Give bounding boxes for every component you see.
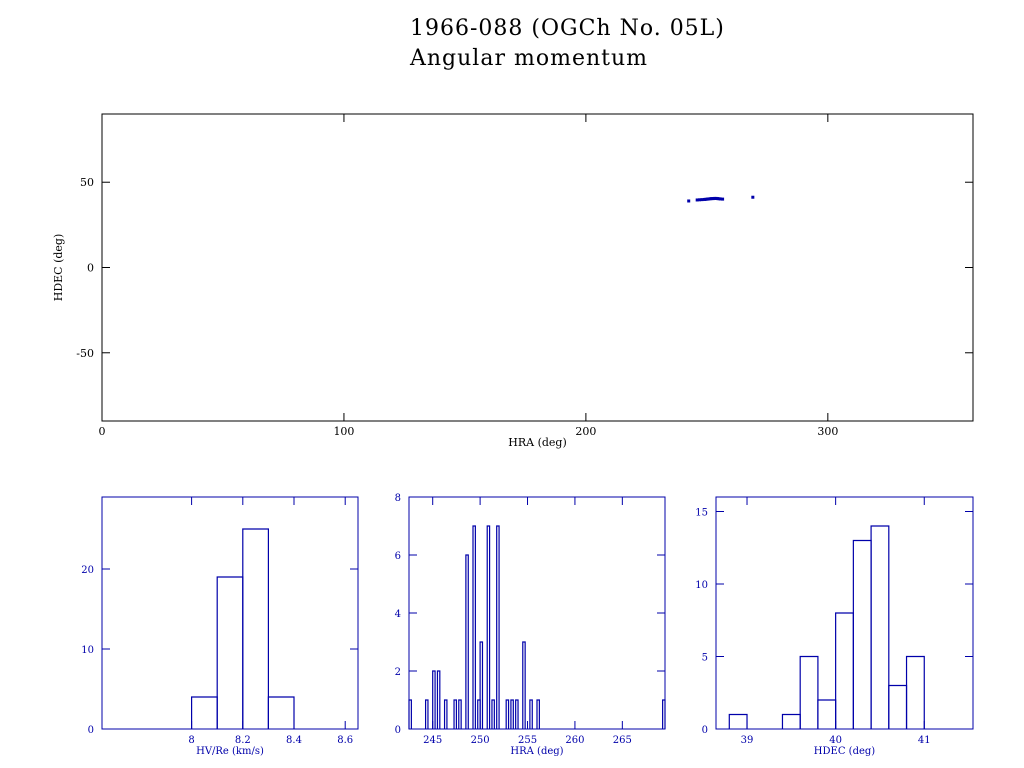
histogram-bar — [852, 539, 872, 729]
histogram-bar — [728, 713, 748, 729]
x-tick-label: 8.4 — [286, 735, 302, 746]
x-tick-label: 40 — [829, 735, 842, 746]
histogram-bar — [242, 528, 269, 729]
x-tick-label: 265 — [613, 735, 632, 746]
x-axis-label: HRA (deg) — [508, 436, 567, 449]
data-point — [700, 198, 704, 202]
histogram-bar — [453, 699, 458, 729]
histogram-bar — [888, 684, 908, 729]
histogram-bar — [510, 699, 514, 729]
data-point — [718, 197, 722, 201]
data-point — [695, 198, 699, 202]
x-tick-label: 8 — [188, 735, 194, 746]
y-tick-label: 8 — [395, 493, 401, 504]
histogram-bar — [432, 670, 436, 729]
y-tick-label: 5 — [702, 653, 708, 664]
histogram-bar — [505, 699, 510, 729]
plot-frame — [101, 496, 359, 730]
x-tick-label: 39 — [741, 735, 754, 746]
histogram-bar — [436, 670, 441, 729]
histogram-bar — [491, 699, 495, 729]
y-tick-label: 2 — [395, 667, 401, 678]
x-tick-label: 250 — [471, 735, 490, 746]
y-axis-label: HDEC (deg) — [52, 234, 65, 302]
plot-frame — [101, 113, 974, 422]
hra-hdec-scatter-plot: 0 100 200 300 -50 0 50 HRA (deg) HDEC (deg) — [52, 113, 974, 449]
data-point — [751, 195, 755, 199]
y-tick-label: 6 — [395, 551, 401, 562]
histogram-bar — [191, 696, 218, 729]
x-tick-label: 300 — [817, 425, 838, 438]
y-tick-label: 0 — [88, 725, 94, 736]
histogram-bar — [216, 576, 244, 729]
chart-subtitle: Angular momentum — [410, 46, 648, 71]
histogram-bar — [443, 699, 448, 729]
histogram-bar — [496, 525, 500, 729]
x-tick-label: 100 — [333, 425, 354, 438]
y-tick-label: 15 — [695, 508, 708, 519]
histogram-bar — [799, 655, 819, 729]
histogram-bar — [870, 525, 890, 729]
histogram-bar — [662, 699, 666, 729]
chart-title: 1966-088 (OGCh No. 05L) — [410, 16, 725, 41]
histogram-bar — [479, 641, 484, 729]
histogram-bar — [408, 699, 412, 729]
y-tick-label: 0 — [87, 262, 94, 275]
histogram-bar — [267, 696, 295, 729]
plot-frame — [715, 496, 974, 730]
chart-title-block: 1966-088 (OGCh No. 05L) Angular momentum — [410, 14, 725, 74]
hdec-histogram: 39 40 41 0 5 10 15 HDEC (deg) — [695, 496, 974, 757]
histogram-bar — [835, 612, 854, 729]
data-point — [721, 197, 725, 201]
x-axis-label: HDEC (deg) — [814, 746, 875, 757]
x-tick-label: 245 — [423, 735, 442, 746]
histogram-bar — [817, 699, 837, 729]
y-tick-label: -50 — [76, 347, 94, 360]
x-tick-label: 200 — [575, 425, 596, 438]
histogram-bar — [424, 699, 429, 729]
histogram-bar — [905, 655, 925, 729]
y-tick-label: 10 — [81, 645, 94, 656]
data-point — [698, 198, 702, 202]
x-tick-label: 8.6 — [337, 735, 353, 746]
y-tick-label: 0 — [702, 725, 708, 736]
y-tick-label: 4 — [395, 609, 401, 620]
histogram-bar — [522, 641, 526, 729]
data-point — [687, 199, 691, 203]
hra-histogram: 245 250 255 260 265 0 2 4 6 8 HRA (deg) — [395, 493, 666, 757]
x-tick-label: 0 — [99, 425, 106, 438]
hv-histogram: 8 8.2 8.4 8.6 0 10 20 HV/Re (km/s) — [81, 496, 359, 757]
histogram-bar — [536, 699, 540, 729]
x-axis-label: HRA (deg) — [510, 746, 563, 757]
x-tick-label: 255 — [518, 735, 537, 746]
y-tick-label: 50 — [80, 176, 94, 189]
y-tick-label: 10 — [695, 580, 708, 591]
histogram-bar — [465, 554, 469, 729]
x-axis-label: HV/Re (km/s) — [196, 746, 264, 757]
histogram-bar — [458, 699, 462, 729]
x-tick-label: 260 — [565, 735, 584, 746]
histogram-bar — [781, 713, 801, 729]
histogram-bar — [486, 525, 491, 729]
plot-frame — [408, 496, 666, 730]
histogram-bar — [472, 525, 476, 729]
y-tick-label: 20 — [81, 565, 94, 576]
x-tick-label: 8.2 — [235, 735, 251, 746]
histogram-bar — [515, 699, 519, 729]
scatter-panel: 0 100 200 300 -50 0 50 HRA (deg) HDEC (deg) — [52, 113, 974, 449]
y-tick-label: 0 — [395, 725, 401, 736]
x-tick-label: 41 — [918, 735, 931, 746]
histogram-bar — [529, 699, 533, 729]
